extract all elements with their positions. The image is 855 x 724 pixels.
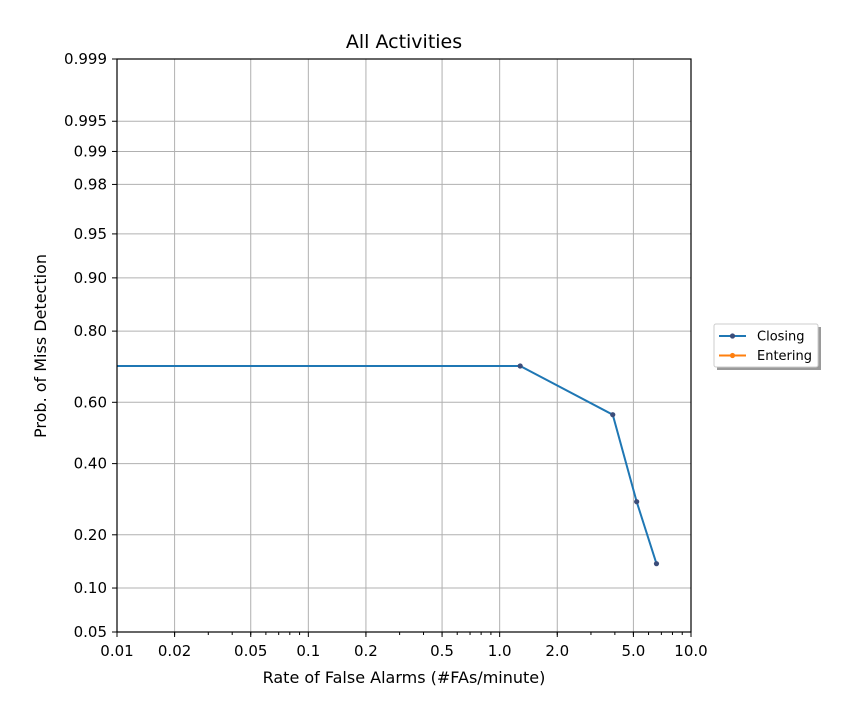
x-tick-label: 1.0: [488, 642, 512, 660]
x-tick-label: 10.0: [674, 642, 707, 660]
chart-title: All Activities: [346, 31, 462, 53]
y-tick-label: 0.90: [74, 269, 107, 287]
x-tick-label: 2.0: [545, 642, 569, 660]
data-point-closing: [634, 499, 640, 505]
y-tick-label: 0.99: [74, 142, 107, 160]
y-tick-label: 0.40: [74, 455, 107, 473]
y-tick-label: 0.05: [74, 623, 107, 641]
x-tick-label: 0.2: [354, 642, 378, 660]
y-tick-label: 0.60: [74, 393, 107, 411]
y-tick-label: 0.999: [64, 50, 107, 68]
series-layer: [117, 363, 660, 567]
x-tick-label: 0.02: [158, 642, 191, 660]
legend: Closing Entering: [713, 323, 821, 370]
y-tick-label: 0.10: [74, 579, 107, 597]
x-tick-label: 0.5: [430, 642, 454, 660]
data-point-closing: [653, 561, 660, 567]
x-axis-label: Rate of False Alarms (#FAs/minute): [263, 668, 546, 687]
x-tick-label: 0.05: [234, 642, 267, 660]
legend-label-entering: Entering: [757, 349, 812, 364]
x-tick-label: 0.01: [100, 642, 133, 660]
data-point-closing: [610, 412, 616, 418]
legend-label-closing: Closing: [757, 330, 805, 345]
data-point-closing: [517, 363, 523, 369]
y-axis-label: Prob. of Miss Detection: [31, 254, 50, 438]
x-tick-label: 5.0: [621, 642, 645, 660]
legend-marker-entering: [729, 352, 736, 359]
y-tick-label: 0.80: [74, 322, 107, 340]
y-tick-label: 0.20: [74, 526, 107, 544]
legend-marker-closing: [729, 333, 736, 339]
tick-layer: 0.01 0.02 0.05 0.1 0.2 0.5 1.0 2.0 5.0 10.0 0.05 0.…: [64, 50, 708, 660]
y-tick-label: 0.995: [64, 112, 107, 130]
axes-frame: [116, 58, 692, 633]
y-tick-label: 0.98: [74, 175, 107, 193]
x-tick-label: 0.1: [296, 642, 320, 660]
y-tick-label: 0.95: [74, 225, 107, 243]
